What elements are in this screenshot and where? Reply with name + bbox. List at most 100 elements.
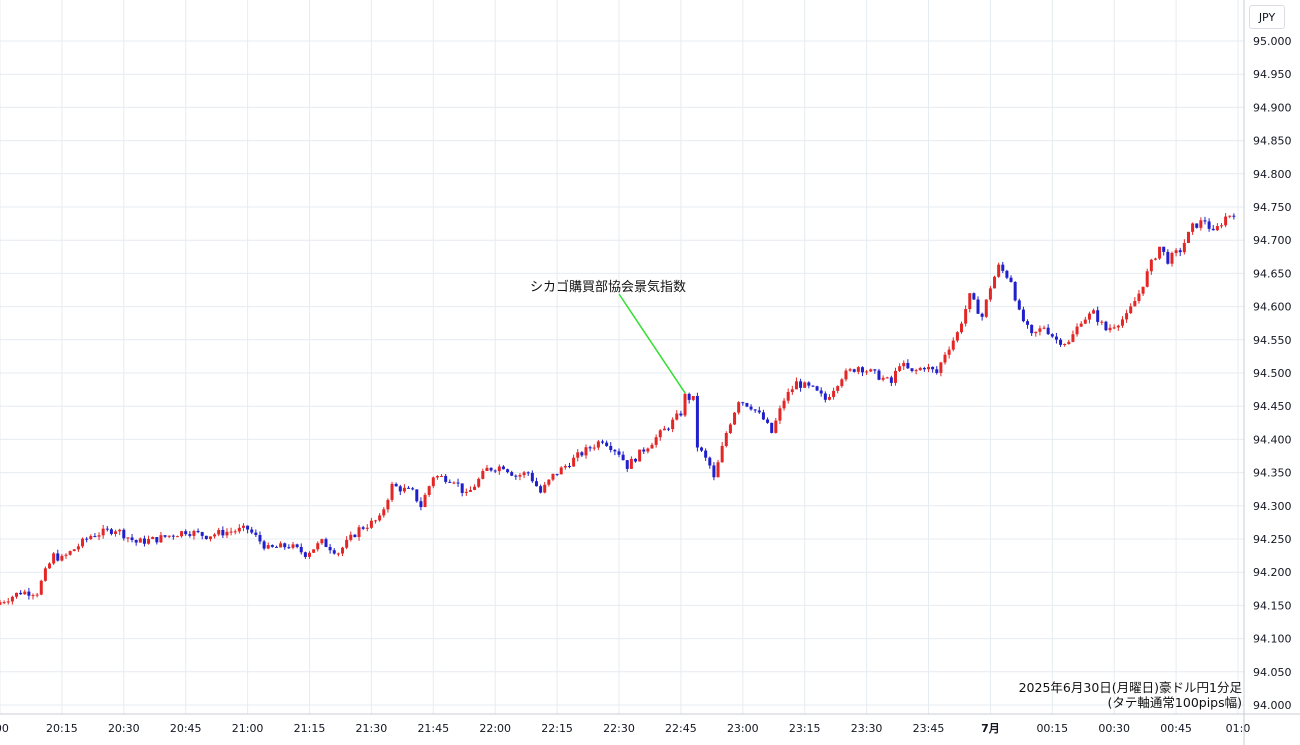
candle-body [15,592,19,597]
candle-body [200,532,204,536]
candle-body [386,499,390,510]
candle-body [427,486,431,495]
candle-body [394,483,398,487]
y-tick-label: 94.550 [1253,334,1292,347]
candle-body [316,543,320,550]
candle-body [704,450,708,458]
candle-body [274,546,278,548]
y-tick-label: 94.050 [1253,666,1292,679]
y-tick-label: 94.400 [1253,433,1292,446]
candle-body [1059,339,1063,345]
y-tick-label: 94.000 [1253,699,1292,712]
candle-body [662,428,666,431]
candle-body [1219,225,1223,227]
y-tick-label: 94.350 [1253,467,1292,480]
candle-body [547,479,551,485]
candle-body [1133,300,1137,307]
candle-body [485,467,489,472]
candle-body [345,539,349,548]
candle-body [114,531,118,534]
candle-body [728,424,732,434]
x-tick-label: 21:30 [356,722,388,735]
candle-body [1224,216,1228,226]
candle-body [1153,258,1157,260]
candle-body [514,475,518,477]
candle-body [708,457,712,466]
candle-body [922,368,926,370]
candle-body [105,528,109,530]
candle-body [19,592,23,595]
candle-body [823,393,827,400]
candle-body [332,550,336,554]
candle-body [398,486,402,492]
candle-body [741,402,745,404]
candle-body [1137,293,1141,301]
candle-body [629,458,633,469]
y-tick-label: 94.200 [1253,566,1292,579]
candle-body [712,465,716,478]
candle-body [1050,334,1054,337]
candle-body [968,293,972,310]
candle-body [638,449,642,462]
candle-body [468,489,472,492]
candle-body [1149,259,1153,272]
candle-body [786,392,790,401]
candle-body [481,471,485,479]
candle-body [1009,277,1013,282]
candle-body [233,531,237,533]
candle-body [832,390,836,397]
x-tick-label: 21:15 [294,722,326,735]
candle-body [522,472,526,476]
candle-body [31,595,35,597]
candle-body [423,494,427,508]
y-tick-label: 94.700 [1253,234,1292,247]
x-tick-label: 22:00 [479,722,511,735]
candle-body [130,537,134,541]
candle-body [856,367,860,372]
x-tick-label: 23:45 [913,722,945,735]
currency-label[interactable]: JPY [1249,5,1285,29]
candle-body [118,529,122,532]
candle-body [1013,281,1017,301]
candle-body [910,368,914,371]
candle-body [1092,310,1096,314]
candle-body [378,515,382,521]
y-tick-label: 94.950 [1253,68,1292,81]
candle-body [757,410,761,413]
candle-body [1038,328,1042,332]
candle-body [155,537,159,543]
y-tick-label: 94.300 [1253,500,1292,513]
candle-body [931,366,935,370]
candle-body [559,467,563,475]
x-tick-label: 20:30 [108,722,140,735]
candle-body [452,482,456,484]
candle-body [1021,309,1025,322]
candle-body [1001,264,1005,271]
candle-body [477,478,481,487]
y-tick-label: 94.650 [1253,267,1292,280]
candle-body [984,299,988,317]
candle-body [1112,327,1116,329]
candle-body [1232,215,1236,217]
candle-body [753,409,757,411]
candle-body [947,349,951,355]
candle-body [1195,223,1199,228]
candle-body [1042,327,1046,329]
candle-body [365,527,369,529]
candle-body [782,400,786,409]
candle-body [1005,270,1009,278]
candle-body [1026,321,1030,325]
candle-body [27,591,31,596]
candle-body [10,596,14,602]
y-tick-label: 95.000 [1253,35,1292,48]
candle-body [357,527,361,537]
event-annotation-label: シカゴ購買部協会景気指数 [530,280,687,295]
candle-body [501,466,505,470]
candle-body [572,457,576,467]
candle-body [1178,250,1182,253]
candle-body [402,487,406,492]
candle-body [229,531,233,533]
candle-body [6,601,10,603]
x-tick-label: 20:45 [170,722,202,735]
candle-body [1207,221,1211,229]
